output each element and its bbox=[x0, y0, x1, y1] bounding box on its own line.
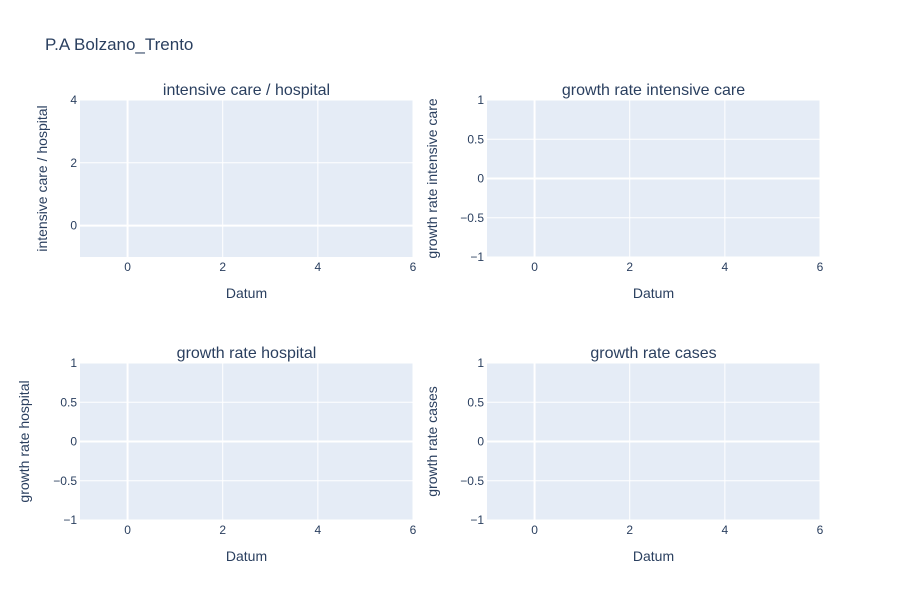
y-tick-label: 1 bbox=[70, 356, 77, 370]
y-tick-label: 0 bbox=[477, 435, 484, 449]
subplot-growth-rate-cases: 0 2 4 6 −1 −0.5 0 0.5 1 growth rate cases Datum gro… bbox=[424, 345, 824, 564]
x-tick-label: 2 bbox=[219, 260, 226, 274]
y-tick-label: 0.5 bbox=[467, 132, 484, 146]
x-tick-label: 0 bbox=[531, 260, 538, 274]
x-tick-label: 2 bbox=[626, 523, 633, 537]
subplot-growth-rate-hospital: 0 2 4 6 −1 −0.5 0 0.5 1 growth rate hospital Datum… bbox=[16, 345, 417, 564]
y-tick-label: 0.5 bbox=[467, 395, 484, 409]
x-tick-label: 0 bbox=[531, 523, 538, 537]
y-tick-label: 1 bbox=[477, 356, 484, 370]
y-axis-title: intensive care / hospital bbox=[34, 105, 50, 251]
x-tick-label: 4 bbox=[315, 260, 322, 274]
x-tick-label: 6 bbox=[410, 260, 417, 274]
subplot-title: growth rate hospital bbox=[177, 345, 317, 362]
y-axis-title: growth rate hospital bbox=[16, 380, 32, 502]
subplot-title: growth rate cases bbox=[590, 345, 716, 362]
y-tick-label: −0.5 bbox=[460, 474, 484, 488]
subplot-title: intensive care / hospital bbox=[163, 82, 330, 99]
y-tick-label: 0 bbox=[477, 172, 484, 186]
x-tick-label: 0 bbox=[124, 523, 131, 537]
x-tick-label: 6 bbox=[817, 260, 824, 274]
y-axis-title: growth rate intensive care bbox=[424, 98, 440, 259]
x-axis-title: Datum bbox=[633, 548, 674, 564]
x-tick-label: 2 bbox=[626, 260, 633, 274]
y-tick-label: 4 bbox=[70, 93, 77, 107]
y-tick-label: −1 bbox=[470, 513, 484, 527]
y-tick-label: −0.5 bbox=[460, 211, 484, 225]
x-axis-title: Datum bbox=[226, 548, 267, 564]
x-axis-title: Datum bbox=[633, 285, 674, 301]
y-tick-label: −1 bbox=[63, 513, 77, 527]
x-tick-label: 4 bbox=[722, 260, 729, 274]
y-tick-label: −0.5 bbox=[53, 474, 77, 488]
y-axis-title: growth rate cases bbox=[424, 386, 440, 497]
subplot-grid: 0 2 4 6 0 2 4 intensive care / hospital Datum int… bbox=[16, 82, 824, 564]
y-tick-label: 0.5 bbox=[60, 395, 77, 409]
subplot-growth-rate-intensive-care: 0 2 4 6 −1 −0.5 0 0.5 1 growth rate intensive car… bbox=[424, 82, 824, 301]
y-tick-label: 0 bbox=[70, 219, 77, 233]
plot-area bbox=[80, 100, 413, 257]
x-tick-label: 2 bbox=[219, 523, 226, 537]
y-tick-label: 2 bbox=[70, 156, 77, 170]
y-tick-label: −1 bbox=[470, 250, 484, 264]
subplot-title: growth rate intensive care bbox=[562, 82, 745, 99]
x-tick-label: 4 bbox=[722, 523, 729, 537]
y-tick-label: 1 bbox=[477, 93, 484, 107]
x-tick-label: 0 bbox=[124, 260, 131, 274]
x-axis-title: Datum bbox=[226, 285, 267, 301]
subplot-intensive-care-hospital: 0 2 4 6 0 2 4 intensive care / hospital Datum int… bbox=[34, 82, 417, 301]
figure-title: P.A Bolzano_Trento bbox=[45, 35, 193, 54]
x-tick-label: 4 bbox=[315, 523, 322, 537]
x-tick-label: 6 bbox=[817, 523, 824, 537]
y-tick-label: 0 bbox=[70, 435, 77, 449]
x-tick-label: 6 bbox=[410, 523, 417, 537]
